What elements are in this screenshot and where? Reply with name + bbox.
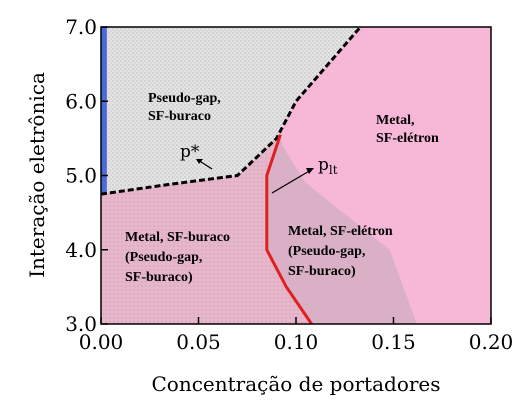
x-tick-label: 0.10: [274, 330, 319, 354]
label-metal-sf-eletron: Metal, SF-elétron: [376, 113, 439, 146]
x-tick-label: 0.00: [79, 330, 124, 354]
x-tick-label: 0.05: [176, 330, 221, 354]
region-metal-sf-buraco: [101, 134, 312, 324]
region-pseudogap-sf-buraco: [101, 27, 361, 195]
label-pseudogap: Pseudo-gap, SF-buraco: [148, 91, 224, 124]
y-axis-ticks: 3.0 4.0 5.0 6.0 7.0: [65, 15, 108, 336]
arrowhead-p-lt: [306, 168, 314, 174]
y-tick-label: 5.0: [65, 164, 97, 188]
annotation-p-lt: plt: [318, 155, 338, 177]
x-axis-title: Concentração de portadores: [151, 372, 440, 396]
y-tick-label: 6.0: [65, 89, 97, 113]
arrow-p-lt: [271, 169, 312, 194]
label-metal-sf-buraco: Metal, SF-buraco (Pseudo-gap, SF-buraco): [125, 230, 233, 285]
y-axis-title: Interação eletrônica: [25, 72, 49, 278]
left-edge-strip: [101, 27, 107, 195]
y-tick-label: 7.0: [65, 15, 97, 39]
arrowhead-p-star: [196, 159, 203, 164]
curve-p-lt: [265, 134, 313, 324]
x-tick-label: 0.20: [469, 330, 514, 354]
curve-p-star: [101, 27, 362, 196]
y-tick-label: 3.0: [65, 312, 97, 336]
x-axis-ticks: 0.00 0.05 0.10 0.15 0.20: [79, 317, 514, 354]
label-metal-sf-eletron-pseudogap: Metal, SF-elétron (Pseudo-gap, SF-buraco…: [288, 224, 396, 279]
region-metal-sf-eletron-pseudogap: [266, 134, 417, 324]
annotation-p-star: p*: [180, 142, 200, 162]
x-tick-label: 0.15: [371, 330, 416, 354]
y-tick-label: 4.0: [65, 238, 97, 262]
